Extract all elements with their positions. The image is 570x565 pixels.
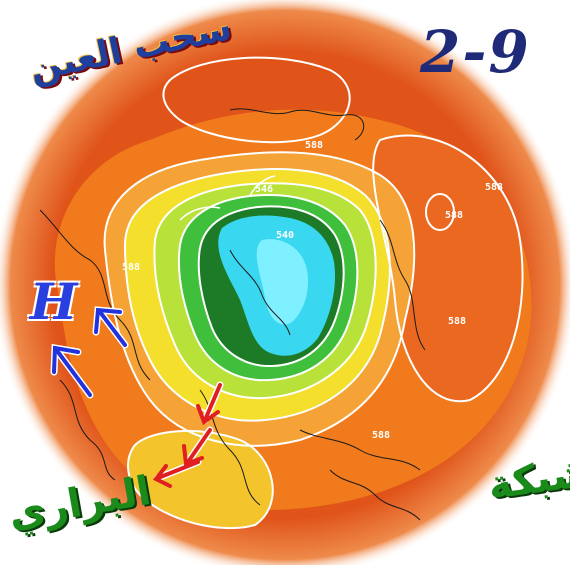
light-cyan-core <box>256 239 309 325</box>
date-label: 2-9 <box>420 18 531 86</box>
contour-label: 588 <box>372 430 390 441</box>
contour-label: 546 <box>255 184 273 195</box>
contour-label: 588 <box>305 140 323 151</box>
yellow-lobe <box>128 430 273 529</box>
contour-label: 588 <box>122 262 140 273</box>
high-arrow <box>52 307 127 397</box>
contour-lines <box>103 56 524 530</box>
contour-label: 588 <box>485 182 503 193</box>
trough-arrow <box>152 383 222 488</box>
contour-label: 540 <box>276 230 294 241</box>
orange-region-right <box>373 135 523 402</box>
contour-label: 588 <box>448 316 466 327</box>
contour-label: 588 <box>445 210 463 221</box>
coastlines <box>39 108 426 521</box>
contour-labels: 588 588 588 588 588 588 540 546 <box>122 140 503 441</box>
high-pressure-label: H <box>30 272 78 331</box>
